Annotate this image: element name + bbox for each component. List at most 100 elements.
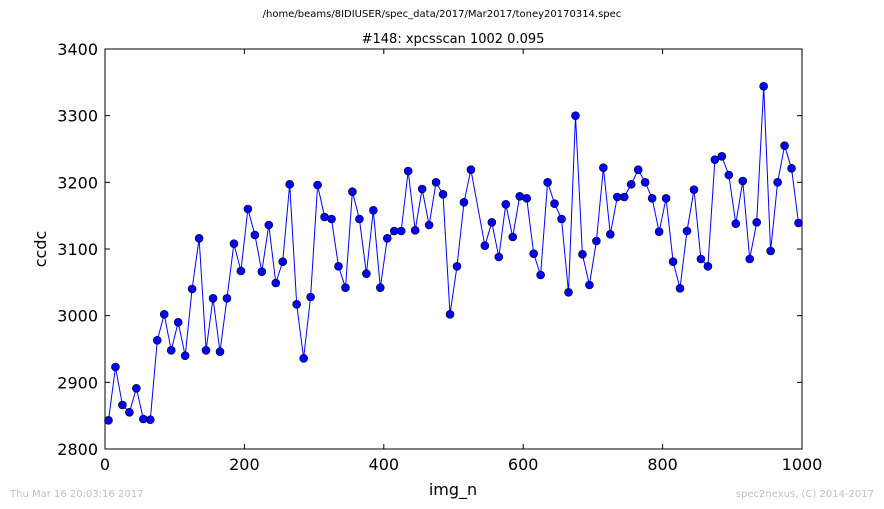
- y-tick-label: 3200: [57, 173, 98, 192]
- data-point: [766, 246, 775, 256]
- data-point: [710, 155, 720, 164]
- data-point: [173, 318, 183, 327]
- data-point: [424, 220, 434, 230]
- y-tick-label: 2800: [57, 440, 98, 459]
- data-point: [696, 254, 706, 264]
- data-point: [201, 346, 211, 355]
- data-point: [250, 230, 260, 240]
- data-point: [299, 354, 308, 363]
- y-tick-label: 3400: [57, 40, 98, 59]
- data-point: [773, 178, 782, 187]
- x-tick-label: 0: [100, 455, 110, 474]
- data-point: [362, 269, 371, 278]
- data-point: [166, 346, 176, 355]
- data-point: [445, 310, 455, 319]
- y-axis-label: ccdc: [31, 231, 50, 268]
- data-point: [104, 416, 113, 425]
- data-point: [348, 187, 357, 196]
- data-point: [215, 347, 225, 356]
- x-tick-label: 200: [229, 455, 260, 474]
- data-point: [675, 284, 685, 293]
- data-point: [403, 166, 413, 176]
- data-point: [794, 218, 803, 228]
- data-point: [382, 234, 392, 243]
- data-point: [564, 288, 573, 297]
- y-tick-label: 3000: [57, 307, 98, 326]
- data-point: [452, 262, 462, 271]
- data-point: [626, 180, 636, 189]
- data-point: [111, 362, 120, 372]
- data-point: [285, 180, 295, 189]
- data-point: [187, 284, 197, 294]
- data-point: [306, 292, 315, 302]
- data-point: [578, 250, 587, 259]
- x-tick-label: 400: [369, 455, 400, 474]
- data-point: [752, 218, 761, 227]
- data-point: [152, 336, 162, 345]
- data-point: [159, 310, 169, 319]
- y-tick-label: 3300: [57, 107, 98, 126]
- data-point: [731, 219, 741, 228]
- data-point: [717, 152, 727, 161]
- data-point: [682, 226, 692, 236]
- data-point: [494, 252, 504, 262]
- data-point: [341, 283, 350, 292]
- data-point: [536, 270, 545, 280]
- data-point: [194, 234, 204, 243]
- data-point: [417, 184, 427, 194]
- data-point: [327, 214, 336, 224]
- data-point: [508, 232, 518, 242]
- data-point: [724, 170, 734, 180]
- data-point: [647, 194, 657, 203]
- data-point: [264, 220, 274, 230]
- data-point: [703, 262, 713, 271]
- data-point: [619, 192, 629, 202]
- data-point: [787, 164, 796, 173]
- x-tick-label: 600: [508, 455, 539, 474]
- data-point: [278, 257, 288, 266]
- data-point: [313, 180, 322, 190]
- data-point: [369, 206, 378, 215]
- data-point: [606, 230, 615, 239]
- data-point: [132, 384, 141, 393]
- data-point: [592, 236, 601, 246]
- data-point: [738, 176, 748, 186]
- data-point: [376, 283, 385, 292]
- data-point: [431, 178, 441, 187]
- data-point: [571, 111, 580, 120]
- data-point: [396, 226, 406, 236]
- data-point: [487, 218, 497, 227]
- data-point: [759, 82, 768, 91]
- data-point: [557, 214, 566, 224]
- data-point: [208, 294, 218, 303]
- y-tick-label: 2900: [57, 373, 98, 392]
- chart-title: #148: xpcsscan 1002 0.095: [362, 32, 545, 47]
- data-point: [661, 194, 671, 203]
- data-point: [271, 278, 281, 288]
- data-point: [243, 204, 253, 214]
- data-point: [229, 239, 239, 248]
- data-point: [689, 185, 699, 194]
- data-point: [633, 165, 643, 174]
- data-point: [543, 178, 552, 187]
- footer-credit: spec2nexus, (C) 2014-2017: [735, 489, 874, 500]
- figure-suptitle: /home/beams/8IDIUSER/spec_data/2017/Mar2…: [262, 9, 622, 20]
- data-point: [522, 194, 531, 203]
- data-point: [501, 200, 511, 209]
- data-point: [410, 226, 420, 235]
- data-point: [292, 300, 301, 309]
- data-point: [640, 178, 650, 187]
- data-point: [745, 254, 755, 264]
- x-tick-label: 1000: [782, 455, 823, 474]
- data-point: [180, 351, 190, 360]
- data-point: [599, 163, 608, 172]
- data-point: [438, 190, 448, 199]
- y-tick-label: 3100: [57, 240, 98, 259]
- data-point: [529, 249, 538, 258]
- data-point: [125, 408, 134, 417]
- data-point: [550, 199, 559, 208]
- data-point: [459, 198, 469, 207]
- data-point: [334, 262, 343, 271]
- data-point: [257, 267, 267, 276]
